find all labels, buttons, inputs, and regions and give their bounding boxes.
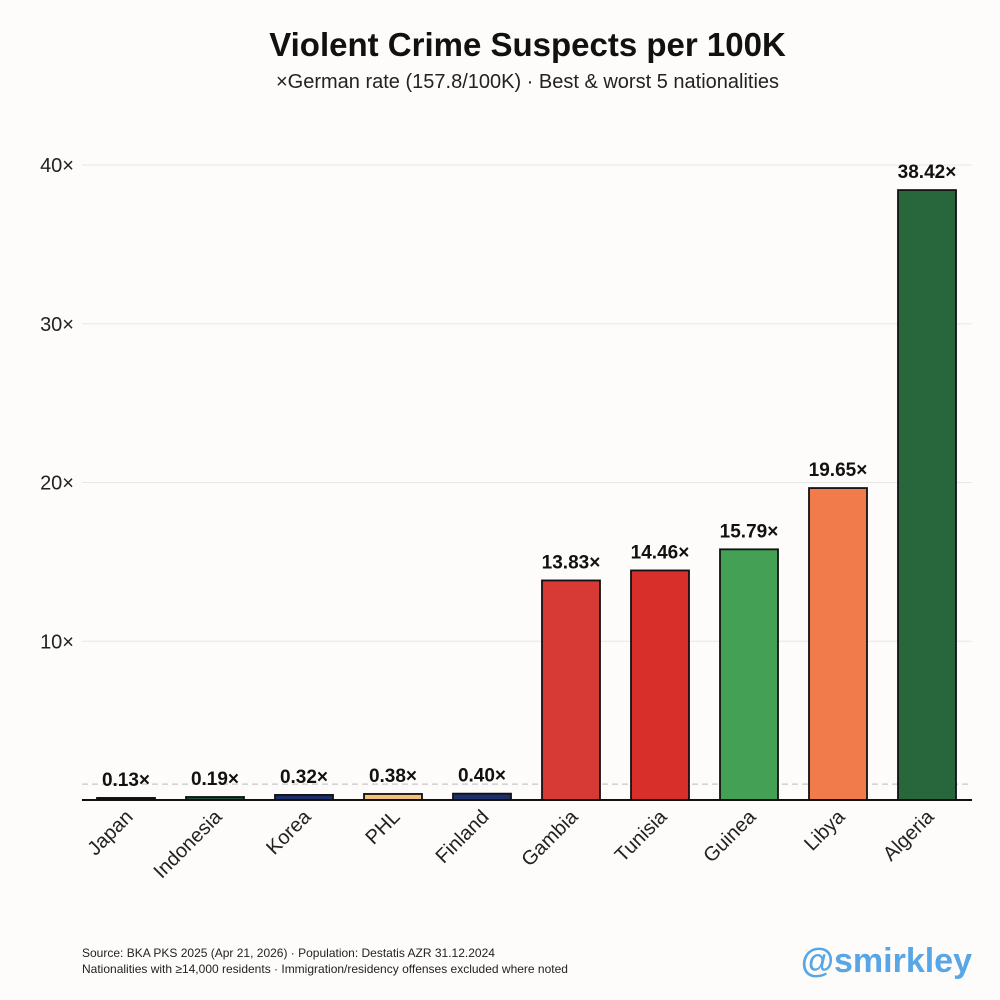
bar-value-label: 15.79× [720, 521, 779, 542]
bar-value-label: 0.13× [102, 770, 150, 791]
bar [808, 487, 868, 801]
bar [541, 579, 601, 801]
bar-value-label: 14.46× [631, 542, 690, 563]
x-tick-label: Indonesia [150, 805, 228, 883]
bar-value-label: 38.42× [898, 162, 957, 183]
bar-value-label: 0.40× [458, 766, 506, 787]
bar-value-label: 0.19× [191, 769, 239, 790]
bar-value-label: 0.38× [369, 766, 417, 787]
bar [719, 548, 779, 801]
bar-value-label: 19.65× [809, 460, 868, 481]
x-tick-label: Korea [262, 805, 316, 859]
x-tick-label: Guinea [699, 805, 761, 867]
x-tick-label: Japan [83, 806, 137, 860]
x-tick-label: Algeria [879, 805, 939, 865]
y-tick-label: 30× [40, 314, 74, 336]
x-tick-label: Libya [800, 805, 850, 855]
x-tick-label: Tunisia [611, 805, 672, 866]
chart-subtitle: ×German rate (157.8/100K) · Best & worst… [275, 71, 780, 93]
y-tick-label: 40× [40, 155, 74, 177]
note-text: Nationalities with ≥14,000 residents · I… [82, 962, 568, 976]
bar [630, 569, 690, 801]
y-tick-label: 10× [40, 631, 74, 653]
bar-value-label: 0.32× [280, 767, 328, 788]
watermark: @smirkley [800, 942, 972, 980]
x-tick-label: Gambia [517, 805, 583, 871]
source-text: Source: BKA PKS 2025 (Apr 21, 2026) · Po… [82, 946, 495, 960]
bar-value-label: 13.83× [542, 552, 601, 573]
bar [897, 189, 957, 801]
chart-title: Violent Crime Suspects per 100K [269, 26, 786, 63]
x-tick-label: Finland [432, 806, 494, 868]
y-tick-label: 20× [40, 473, 74, 495]
x-tick-label: PHL [361, 806, 404, 849]
